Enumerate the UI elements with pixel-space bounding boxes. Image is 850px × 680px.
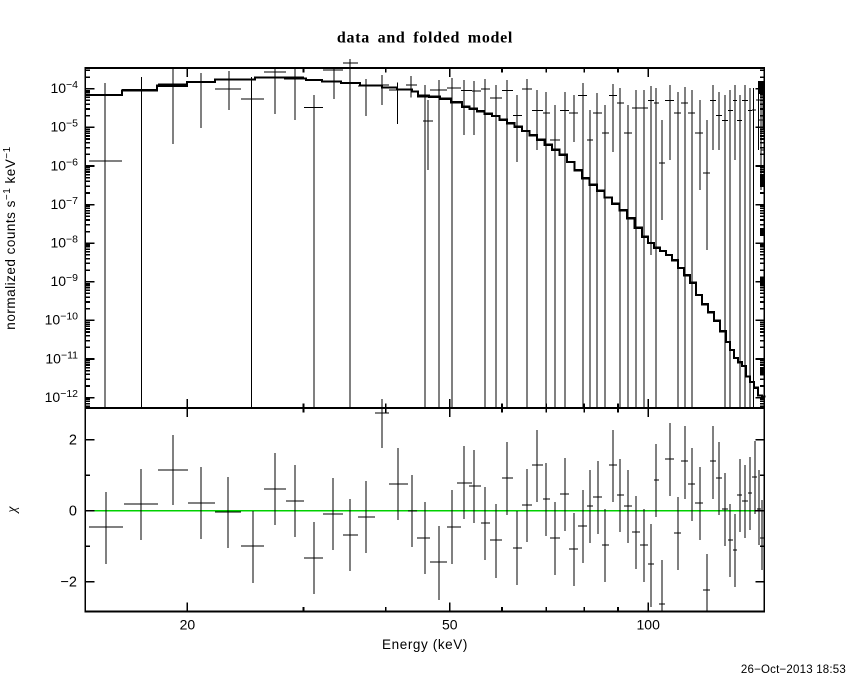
svg-text:χ: χ [5,506,20,515]
svg-text:normalized counts s−1 keV−1: normalized counts s−1 keV−1 [2,146,18,329]
svg-text:26−Oct−2013 18:53: 26−Oct−2013 18:53 [741,664,846,676]
svg-text:50: 50 [442,617,458,633]
svg-text:data and folded model: data and folded model [337,30,513,47]
svg-text:Energy (keV): Energy (keV) [382,637,468,652]
svg-text:20: 20 [180,617,196,633]
svg-text:100: 100 [637,617,661,633]
svg-text:0: 0 [69,504,77,520]
svg-text:−2: −2 [60,575,77,591]
svg-text:2: 2 [69,432,77,448]
